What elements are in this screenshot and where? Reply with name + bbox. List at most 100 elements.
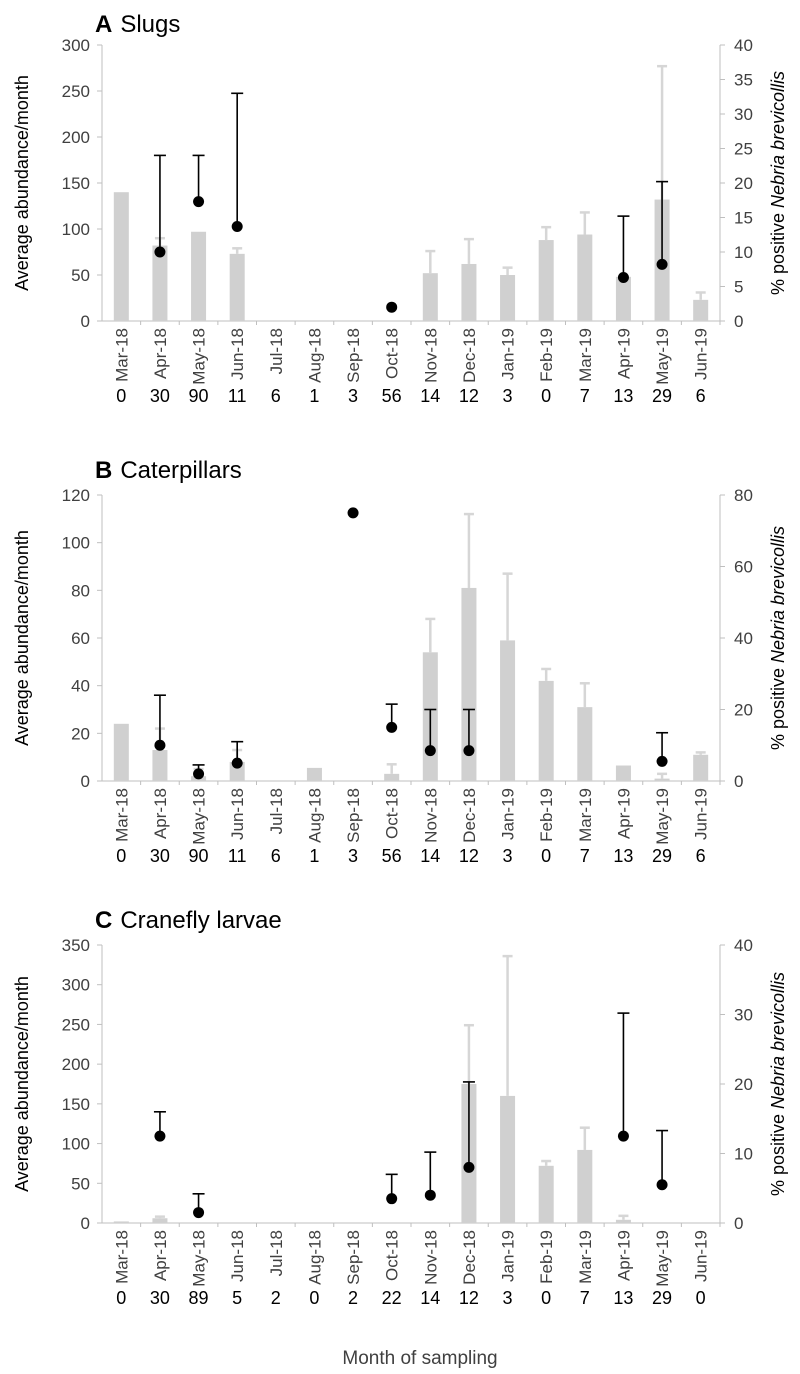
y-tick-label: 40 bbox=[71, 677, 90, 696]
y-tick-label: 150 bbox=[62, 1095, 90, 1114]
data-point bbox=[154, 1130, 166, 1142]
x-tick-label: Jun-19 bbox=[692, 788, 711, 840]
x-tick-label: Jun-18 bbox=[228, 328, 247, 380]
x-tick-label: Sep-18 bbox=[344, 1230, 363, 1285]
bar bbox=[693, 754, 709, 781]
y2-tick-label: 20 bbox=[734, 701, 753, 720]
y-tick-label: 100 bbox=[62, 220, 90, 239]
bar bbox=[191, 231, 207, 321]
x-tick-label: Nov-18 bbox=[421, 788, 440, 843]
y2-tick-label: 30 bbox=[734, 1006, 753, 1025]
data-point bbox=[193, 196, 205, 208]
x-tick-label: May-18 bbox=[190, 788, 209, 845]
x-tick-label: Aug-18 bbox=[305, 328, 324, 383]
sample-count: 1 bbox=[309, 386, 319, 406]
y2-axis-title: % positive Nebria brevicollis bbox=[768, 526, 788, 750]
sample-count: 56 bbox=[382, 846, 402, 866]
x-tick-label: Apr-18 bbox=[151, 328, 170, 379]
y2-tick-label: 40 bbox=[734, 629, 753, 648]
y2-axis-title: % positive Nebria brevicollis bbox=[768, 972, 788, 1196]
y2-axis-title-prefix: % positive bbox=[768, 663, 788, 750]
y-tick-label: 50 bbox=[71, 1174, 90, 1193]
x-tick-label: Mar-19 bbox=[576, 1230, 595, 1284]
bar bbox=[422, 273, 438, 321]
sample-count: 56 bbox=[382, 386, 402, 406]
y2-tick-label: 0 bbox=[734, 772, 743, 791]
y-tick-label: 100 bbox=[62, 1135, 90, 1154]
bar bbox=[615, 276, 631, 321]
data-point bbox=[463, 1161, 475, 1173]
data-point bbox=[424, 1189, 436, 1201]
panel-c: C Cranefly larvae050100150200250300350010… bbox=[12, 907, 788, 1308]
sample-count: 1 bbox=[309, 846, 319, 866]
sample-count: 30 bbox=[150, 1288, 170, 1308]
bar bbox=[113, 1221, 129, 1223]
x-tick-label: Jun-19 bbox=[692, 1230, 711, 1282]
bar bbox=[113, 723, 129, 781]
y-axis-title: Average abundance/month bbox=[12, 976, 32, 1192]
x-tick-label: Feb-19 bbox=[537, 1230, 556, 1284]
data-point bbox=[656, 258, 668, 270]
y-tick-label: 0 bbox=[81, 772, 90, 791]
y2-tick-label: 20 bbox=[734, 174, 753, 193]
y-tick-label: 120 bbox=[62, 486, 90, 505]
x-tick-label: Oct-18 bbox=[383, 788, 402, 839]
y2-tick-label: 10 bbox=[734, 243, 753, 262]
x-tick-label: Nov-18 bbox=[421, 1230, 440, 1285]
data-point bbox=[231, 757, 243, 769]
sample-count: 0 bbox=[541, 1288, 551, 1308]
bar bbox=[152, 1218, 168, 1223]
sample-count: 13 bbox=[613, 386, 633, 406]
x-tick-label: May-18 bbox=[190, 1230, 209, 1287]
panel-title-text: Caterpillars bbox=[120, 457, 241, 484]
x-tick-label: May-19 bbox=[653, 1230, 672, 1287]
x-tick-label: Aug-18 bbox=[305, 1230, 324, 1285]
x-tick-label: May-19 bbox=[653, 788, 672, 845]
bar bbox=[577, 1149, 593, 1223]
y2-tick-label: 80 bbox=[734, 486, 753, 505]
sample-count: 30 bbox=[150, 846, 170, 866]
bar bbox=[538, 240, 554, 321]
x-tick-label: Sep-18 bbox=[344, 788, 363, 843]
sample-count: 14 bbox=[420, 846, 440, 866]
panel-title: B Caterpillars bbox=[95, 457, 242, 484]
x-tick-label: Jul-18 bbox=[267, 788, 286, 834]
sample-count: 0 bbox=[541, 846, 551, 866]
x-tick-label: Jan-19 bbox=[499, 1230, 518, 1282]
x-tick-label: May-18 bbox=[190, 328, 209, 385]
y2-tick-label: 35 bbox=[734, 71, 753, 90]
sample-count: 6 bbox=[271, 846, 281, 866]
sample-count: 29 bbox=[652, 846, 672, 866]
y-tick-label: 50 bbox=[71, 266, 90, 285]
bar bbox=[500, 1095, 516, 1223]
sample-count: 11 bbox=[228, 386, 247, 406]
bar bbox=[693, 299, 709, 321]
sample-count: 6 bbox=[696, 846, 706, 866]
y-tick-label: 0 bbox=[81, 312, 90, 331]
x-tick-label: Mar-18 bbox=[112, 328, 131, 382]
y2-tick-label: 20 bbox=[734, 1075, 753, 1094]
x-tick-label: Dec-18 bbox=[460, 328, 479, 383]
sample-count: 3 bbox=[348, 386, 358, 406]
data-point bbox=[617, 1130, 629, 1142]
sample-count: 6 bbox=[271, 386, 281, 406]
sample-count: 30 bbox=[150, 386, 170, 406]
sample-count: 7 bbox=[580, 846, 590, 866]
sample-count: 7 bbox=[580, 386, 590, 406]
x-tick-label: Apr-19 bbox=[614, 788, 633, 839]
sample-count: 14 bbox=[420, 386, 440, 406]
x-tick-label: Feb-19 bbox=[537, 788, 556, 842]
bar bbox=[461, 587, 477, 781]
y2-tick-label: 15 bbox=[734, 209, 753, 228]
data-point bbox=[193, 1207, 205, 1219]
sample-count: 90 bbox=[189, 846, 209, 866]
x-tick-label: Apr-19 bbox=[614, 328, 633, 379]
sample-count: 90 bbox=[189, 386, 209, 406]
panel-title-text: Slugs bbox=[120, 11, 180, 38]
panel-title-text: Cranefly larvae bbox=[120, 907, 281, 934]
panel-title: A Slugs bbox=[95, 11, 180, 38]
x-tick-label: Jun-19 bbox=[692, 328, 711, 380]
x-tick-label: Mar-19 bbox=[576, 788, 595, 842]
sample-count: 0 bbox=[309, 1288, 319, 1308]
sample-count: 12 bbox=[459, 1288, 479, 1308]
